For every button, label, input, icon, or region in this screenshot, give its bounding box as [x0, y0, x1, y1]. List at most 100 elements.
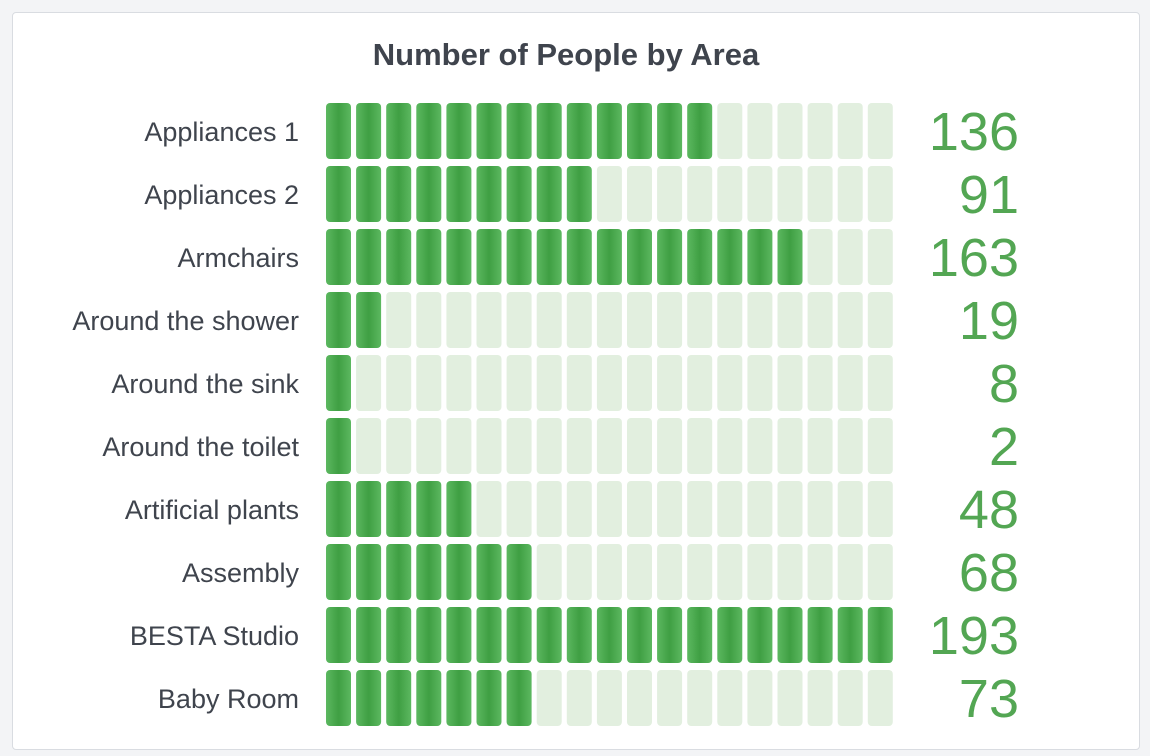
bar-cell-empty [807, 481, 833, 537]
bar-cell-empty [747, 418, 773, 474]
bar-cell-empty [566, 355, 592, 411]
bar-cell-empty [596, 166, 622, 222]
bar-row: Artificial plants 48 [125, 480, 1019, 540]
bar-cell-filled [837, 607, 863, 663]
category-label: Around the shower [72, 306, 299, 336]
bar-cell-filled [386, 481, 412, 537]
value-label: 48 [959, 480, 1019, 540]
bar-cell-empty [747, 166, 773, 222]
bar-cell-empty [777, 355, 803, 411]
bar-cell-empty [747, 544, 773, 600]
bar-cell-empty [747, 103, 773, 159]
chart-panel: Number of People by Area Appliances 1 136… [12, 12, 1140, 750]
category-label: BESTA Studio [130, 621, 299, 651]
bar-cell-empty [416, 292, 442, 348]
bar-cell-filled [657, 229, 683, 285]
bar-cell-filled [536, 166, 562, 222]
bar-cell-empty [837, 292, 863, 348]
bar-cell-empty [416, 418, 442, 474]
bar-cell-filled [326, 418, 351, 474]
category-label: Appliances 2 [144, 180, 299, 210]
bar-cell-empty [837, 418, 863, 474]
bar-cell-filled [566, 103, 592, 159]
bar-cell-empty [837, 166, 863, 222]
bar-cell-filled [807, 607, 833, 663]
bar-cell-filled [416, 481, 442, 537]
bar-cell-filled [627, 103, 652, 159]
bar-cell-empty [596, 292, 622, 348]
bar-cell-filled [747, 229, 773, 285]
bar-cell-filled [777, 607, 803, 663]
bar-cell-empty [627, 166, 652, 222]
bar-cell-filled [416, 229, 442, 285]
bar-cell-empty [807, 166, 833, 222]
bar-cell-filled [566, 166, 592, 222]
bar-cell-empty [717, 670, 743, 726]
bar-cell-filled [446, 481, 472, 537]
bar-cell-filled [386, 670, 412, 726]
bar-cell-filled [476, 544, 502, 600]
bar-cell-empty [717, 292, 743, 348]
bar-cell-filled [416, 544, 442, 600]
value-label: 136 [929, 102, 1019, 162]
bar-cell-empty [867, 166, 893, 222]
bar-cell-filled [356, 292, 382, 348]
bar-row: Around the shower 19 [72, 291, 1019, 351]
category-label: Armchairs [177, 243, 299, 273]
bar-cell-filled [476, 670, 502, 726]
bar-cell-empty [717, 166, 743, 222]
bar-cell-empty [657, 418, 683, 474]
bar-cell-filled [687, 103, 713, 159]
bar-row: Assembly 68 [182, 543, 1019, 603]
bar-cell-filled [566, 607, 592, 663]
bar-cell-empty [687, 355, 713, 411]
bar-cell-empty [837, 355, 863, 411]
bar-cell-empty [777, 670, 803, 726]
bar-cell-filled [687, 607, 713, 663]
bar-cell-filled [506, 607, 532, 663]
bar-cell-filled [747, 607, 773, 663]
bar-cell-empty [837, 544, 863, 600]
bar-cell-empty [627, 355, 652, 411]
bar-cell-empty [566, 292, 592, 348]
bar-cell-empty [627, 418, 652, 474]
bar-cell-filled [717, 229, 743, 285]
value-label: 91 [959, 165, 1019, 225]
bar-cell-empty [476, 418, 502, 474]
bar-cell-empty [837, 481, 863, 537]
bar-cell-empty [747, 292, 773, 348]
bar-cell-empty [476, 481, 502, 537]
bar-cell-empty [476, 292, 502, 348]
bar-cell-empty [687, 166, 713, 222]
bar-cell-empty [837, 670, 863, 726]
bar-row: Appliances 2 91 [144, 165, 1019, 225]
bar-cell-empty [627, 292, 652, 348]
bar-cell-empty [747, 670, 773, 726]
bar-cell-empty [506, 292, 532, 348]
bar-cell-empty [506, 481, 532, 537]
bar-cell-filled [386, 544, 412, 600]
bar-cell-empty [687, 544, 713, 600]
bar-cell-empty [446, 292, 472, 348]
bar-cell-filled [446, 103, 472, 159]
bar-cell-filled [356, 607, 382, 663]
bar-cell-filled [446, 544, 472, 600]
bar-row: Appliances 1 136 [144, 102, 1019, 162]
bar-cell-empty [867, 229, 893, 285]
bar-cell-filled [536, 607, 562, 663]
bar-row: Around the sink 8 [111, 354, 1019, 414]
bar-row: Around the toilet 2 [102, 417, 1019, 477]
bar-cell-filled [446, 670, 472, 726]
bar-cell-filled [386, 229, 412, 285]
bar-cell-empty [777, 418, 803, 474]
bar-cell-empty [506, 355, 532, 411]
bar-cell-filled [657, 103, 683, 159]
bar-cell-filled [536, 103, 562, 159]
bar-cell-empty [657, 292, 683, 348]
bar-cell-empty [747, 481, 773, 537]
bar-cell-empty [476, 355, 502, 411]
value-label: 68 [959, 543, 1019, 603]
bar-cell-empty [446, 418, 472, 474]
bar-cell-empty [356, 418, 382, 474]
bar-row: Baby Room 73 [158, 669, 1019, 729]
